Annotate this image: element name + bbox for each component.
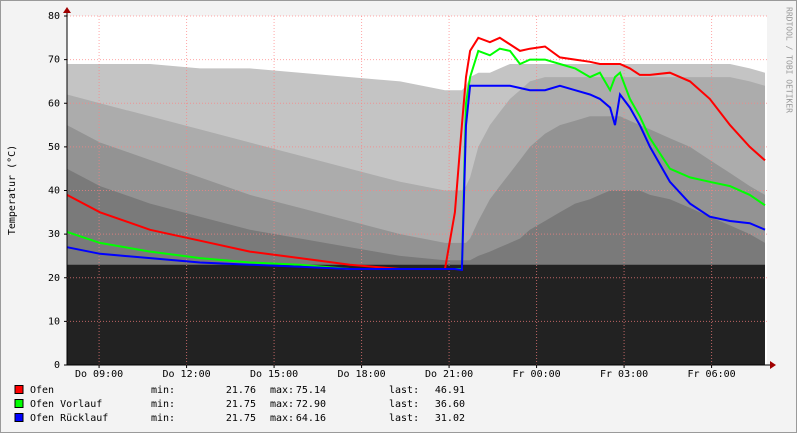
y-tick-label: 30	[48, 229, 60, 240]
stat-value: 31.02	[435, 413, 465, 424]
stat-label: last:	[389, 385, 419, 396]
stat-value: 36.60	[435, 399, 465, 410]
stat-label: max:	[270, 399, 294, 410]
background-area	[67, 264, 765, 365]
legend-swatch	[14, 413, 24, 422]
y-arrow	[63, 7, 71, 13]
stat-label: last:	[389, 399, 419, 410]
y-tick-label: 20	[48, 273, 60, 284]
stat-value: 21.76	[226, 385, 256, 396]
legend-swatch	[14, 385, 24, 394]
x-arrow	[770, 361, 776, 369]
legend-label: Ofen	[30, 385, 54, 396]
y-tick-label: 0	[54, 360, 60, 371]
x-tick-label: Do 15:00	[250, 369, 298, 380]
legend-label: Ofen Rücklauf	[30, 413, 108, 424]
x-tick-label: Do 12:00	[162, 369, 210, 380]
stat-value: 21.75	[226, 399, 256, 410]
stat-label: max:	[270, 413, 294, 424]
stat-value: 72.90	[296, 399, 326, 410]
y-tick-label: 70	[48, 55, 60, 66]
x-tick-label: Do 21:00	[425, 369, 473, 380]
x-tick-label: Fr 00:00	[512, 369, 560, 380]
series-line	[66, 36, 766, 270]
y-tick-label: 10	[48, 316, 60, 327]
y-tick-label: 40	[48, 186, 60, 197]
stat-value: 64.16	[296, 413, 326, 424]
y-axis-label: Temperatur (°C)	[7, 145, 18, 235]
x-tick-label: Fr 06:00	[687, 369, 735, 380]
stat-value: 21.75	[226, 413, 256, 424]
plot-layers	[66, 15, 767, 366]
stat-value: 46.91	[435, 385, 465, 396]
stat-value: 75.14	[296, 385, 326, 396]
x-tick-label: Fr 03:00	[600, 369, 648, 380]
y-tick-label: 60	[48, 98, 60, 109]
stat-label: min:	[151, 399, 175, 410]
series-line	[66, 84, 766, 272]
stat-label: last:	[389, 413, 419, 424]
legend-label: Ofen Vorlauf	[30, 399, 102, 410]
stat-label: min:	[151, 413, 175, 424]
legend-swatch	[14, 399, 24, 408]
y-tick-label: 50	[48, 142, 60, 153]
stat-label: min:	[151, 385, 175, 396]
x-tick-label: Do 09:00	[75, 369, 123, 380]
watermark: RRDTOOL / TOBI OETIKER	[785, 7, 794, 113]
x-tick-label: Do 18:00	[337, 369, 385, 380]
stat-label: max:	[270, 385, 294, 396]
y-tick-label: 80	[48, 11, 60, 22]
